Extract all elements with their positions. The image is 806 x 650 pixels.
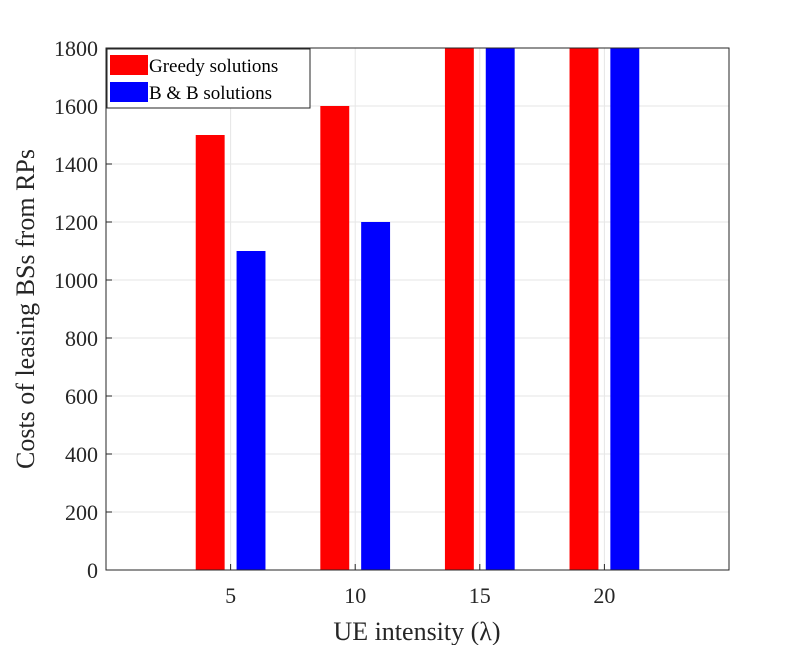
y-tick-label: 1400 bbox=[54, 152, 98, 177]
legend-label-greedy: Greedy solutions bbox=[149, 56, 278, 77]
legend-swatch-bnb bbox=[110, 82, 148, 102]
bar-bnb-10 bbox=[361, 222, 391, 570]
y-tick-label: 800 bbox=[65, 326, 98, 351]
y-tick-label: 600 bbox=[65, 384, 98, 409]
x-ticks: 5 10 15 20 bbox=[225, 564, 615, 608]
bar-greedy-5 bbox=[195, 135, 225, 570]
x-tick-label: 20 bbox=[593, 583, 615, 608]
y-tick-label: 1800 bbox=[54, 36, 98, 61]
bar-bnb-5 bbox=[236, 251, 266, 570]
y-tick-label: 400 bbox=[65, 442, 98, 467]
x-axis-label: UE intensity (λ) bbox=[333, 617, 500, 645]
legend-label-bnb: B & B solutions bbox=[149, 83, 272, 104]
bar-greedy-10 bbox=[320, 106, 350, 570]
legend: Greedy solutions B & B solutions bbox=[106, 48, 311, 109]
bar-greedy-20 bbox=[569, 48, 599, 570]
y-tick-label: 1000 bbox=[54, 268, 98, 293]
x-tick-label: 15 bbox=[469, 583, 491, 608]
bar-bnb-15 bbox=[485, 48, 515, 570]
plot-frame bbox=[105, 47, 730, 571]
legend-swatch-greedy bbox=[110, 55, 148, 75]
y-tick-label: 1600 bbox=[54, 94, 98, 119]
x-tick-label: 5 bbox=[225, 583, 236, 608]
y-tick-label: 200 bbox=[65, 500, 98, 525]
y-tick-label: 1200 bbox=[54, 210, 98, 235]
y-tick-label: 0 bbox=[87, 558, 98, 583]
bars bbox=[195, 48, 640, 570]
y-ticks: 0 200 400 600 800 1000 1200 1400 1600 1800 bbox=[54, 36, 112, 583]
bar-greedy-15 bbox=[444, 48, 474, 570]
bar-bnb-20 bbox=[610, 48, 640, 570]
x-tick-label: 10 bbox=[344, 583, 366, 608]
y-axis-label: Costs of leasing BSs from RPs bbox=[11, 149, 40, 469]
